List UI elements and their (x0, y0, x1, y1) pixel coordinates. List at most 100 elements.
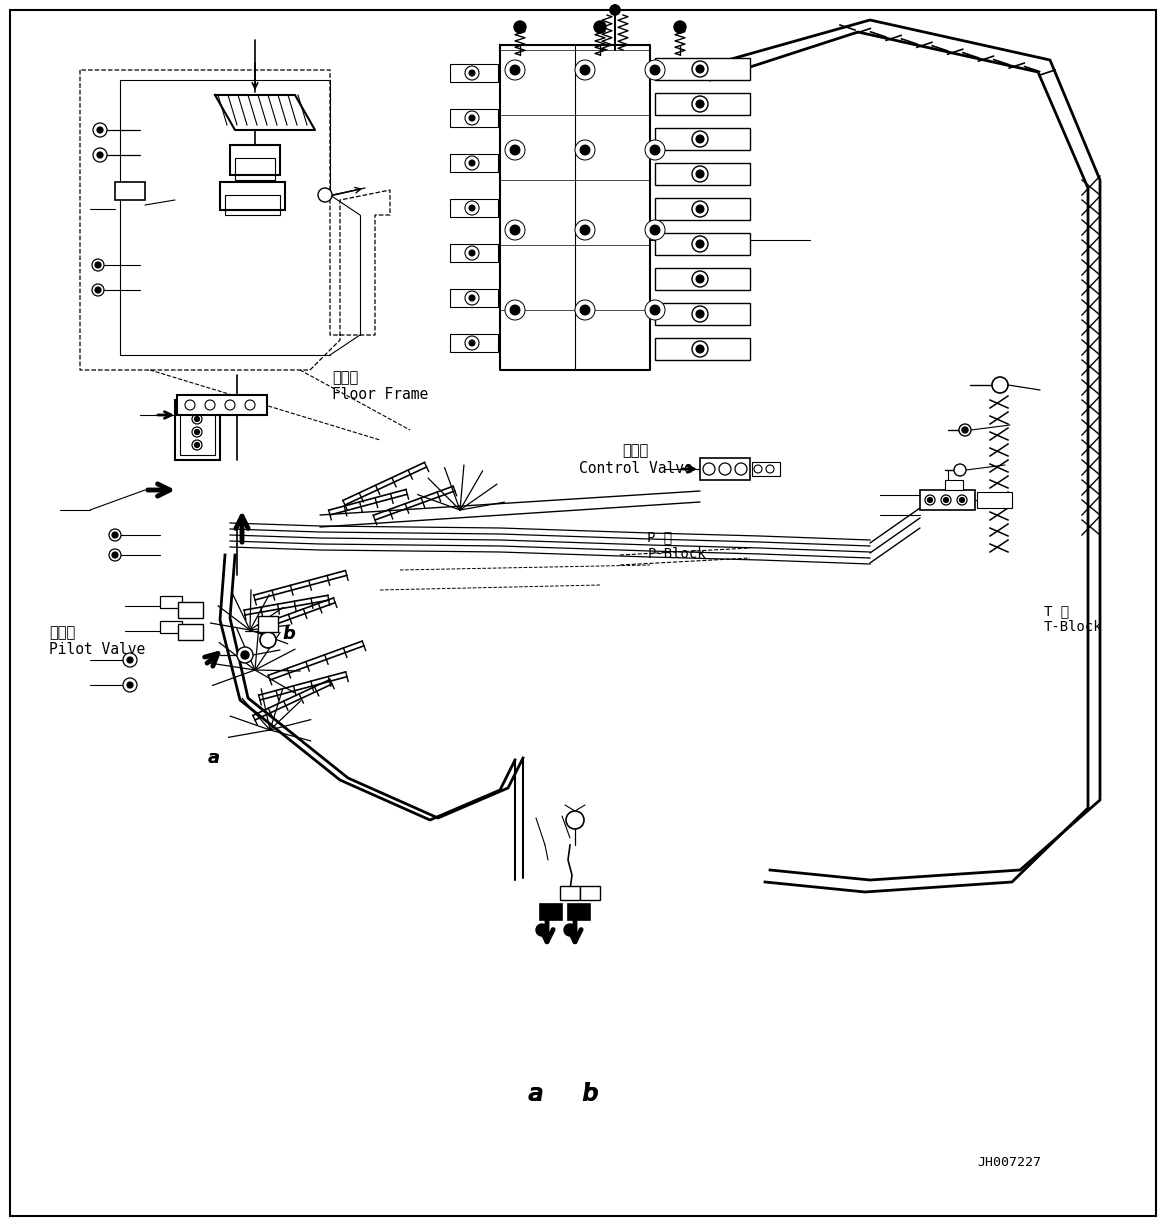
Circle shape (225, 400, 236, 409)
Circle shape (237, 647, 253, 663)
Bar (944, 481, 963, 490)
Text: a: a (208, 749, 219, 766)
Text: b: b (583, 1081, 597, 1106)
Bar (752, 462, 780, 476)
Circle shape (943, 498, 948, 503)
Circle shape (93, 148, 107, 162)
Circle shape (575, 140, 595, 161)
Text: 地板架
Floor Frame: 地板架 Floor Frame (332, 370, 429, 402)
Circle shape (192, 440, 202, 450)
Circle shape (649, 65, 660, 75)
Circle shape (691, 235, 708, 253)
Text: P 块
P-Block: P 块 P-Block (647, 531, 705, 560)
Text: a: a (527, 1081, 543, 1106)
Circle shape (510, 65, 520, 75)
Circle shape (696, 170, 704, 178)
Circle shape (575, 219, 595, 240)
Circle shape (469, 250, 475, 256)
Circle shape (649, 145, 660, 154)
Circle shape (465, 156, 479, 170)
Bar (540, 904, 562, 920)
Text: b: b (283, 625, 295, 642)
Circle shape (195, 443, 199, 447)
Circle shape (580, 145, 590, 154)
Circle shape (593, 21, 606, 33)
Circle shape (691, 96, 708, 112)
Bar (655, 338, 750, 360)
Circle shape (754, 465, 763, 473)
Circle shape (691, 131, 708, 147)
Circle shape (566, 812, 584, 829)
Circle shape (696, 101, 704, 108)
Bar (450, 333, 498, 352)
Circle shape (674, 21, 686, 33)
Circle shape (696, 240, 704, 248)
Circle shape (505, 300, 525, 320)
Bar (450, 289, 498, 306)
Text: 先导阀
Pilot Valve: 先导阀 Pilot Valve (49, 625, 146, 657)
Text: 控制阀
Control Valve: 控制阀 Control Valve (578, 444, 693, 476)
Circle shape (469, 161, 475, 166)
Text: b: b (582, 1081, 598, 1106)
Bar (580, 886, 600, 900)
Circle shape (122, 678, 136, 691)
Bar (160, 596, 182, 608)
Circle shape (465, 201, 479, 215)
Bar (175, 400, 220, 460)
Circle shape (192, 401, 202, 411)
Bar (655, 199, 750, 219)
Circle shape (469, 70, 475, 76)
Bar (655, 93, 750, 115)
Circle shape (735, 463, 747, 474)
Circle shape (92, 259, 104, 271)
Circle shape (465, 66, 479, 80)
Circle shape (94, 262, 101, 268)
Circle shape (941, 495, 951, 505)
Circle shape (610, 5, 620, 15)
Bar (655, 233, 750, 255)
Text: a: a (208, 749, 219, 766)
Circle shape (260, 631, 276, 649)
Text: a: a (528, 1081, 542, 1106)
Circle shape (108, 528, 121, 541)
Circle shape (465, 291, 479, 305)
Bar (220, 181, 285, 210)
Circle shape (469, 340, 475, 346)
Circle shape (97, 152, 103, 158)
Bar (450, 199, 498, 217)
Circle shape (649, 305, 660, 315)
Circle shape (962, 427, 968, 433)
Circle shape (108, 549, 121, 562)
Circle shape (925, 495, 935, 505)
Circle shape (691, 61, 708, 77)
Text: JH007227: JH007227 (977, 1156, 1041, 1168)
Circle shape (192, 414, 202, 424)
Circle shape (514, 21, 526, 33)
Bar (225, 195, 280, 215)
Circle shape (960, 498, 964, 503)
Circle shape (195, 403, 199, 408)
Circle shape (719, 463, 731, 474)
Circle shape (510, 226, 520, 235)
Circle shape (127, 682, 133, 688)
Circle shape (195, 417, 199, 422)
Circle shape (691, 201, 708, 217)
Text: b: b (282, 625, 296, 642)
Bar (178, 624, 203, 640)
Circle shape (957, 495, 967, 505)
Circle shape (645, 219, 665, 240)
Circle shape (696, 275, 704, 283)
Bar (160, 622, 182, 633)
Circle shape (112, 532, 118, 538)
Circle shape (691, 306, 708, 322)
Circle shape (127, 657, 133, 663)
Circle shape (505, 60, 525, 80)
Bar (115, 181, 145, 200)
Bar (655, 128, 750, 150)
Circle shape (510, 145, 520, 154)
Circle shape (94, 287, 101, 293)
Circle shape (465, 246, 479, 260)
Circle shape (696, 205, 704, 213)
Circle shape (645, 140, 665, 161)
Bar (568, 904, 590, 920)
